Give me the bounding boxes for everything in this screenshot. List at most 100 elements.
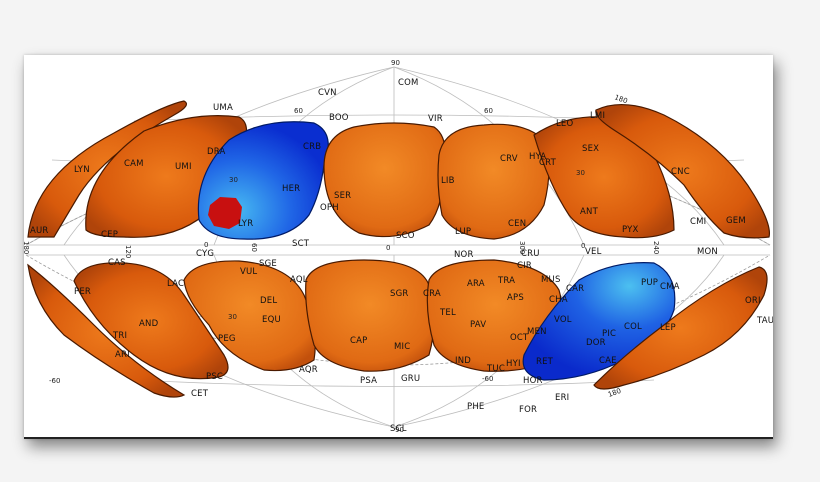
label-crv: CRV <box>500 154 518 164</box>
sky-map-figure: 90 90 60 60 30 30 30 -60 -60 0 120 60 18… <box>24 55 773 439</box>
label-hyi: HYI <box>506 359 521 369</box>
label-umi: UMI <box>175 162 192 172</box>
label-and: AND <box>139 319 159 329</box>
tick-lat30-left: 30 <box>229 176 238 184</box>
tick-lon240: 240 <box>652 241 660 254</box>
south-patches <box>27 259 768 398</box>
label-vir: VIR <box>428 114 443 124</box>
label-vol: VOL <box>554 315 572 325</box>
label-equ: EQU <box>262 315 281 325</box>
label-pav: PAV <box>470 320 486 330</box>
tick-lat30-right: 30 <box>576 169 585 177</box>
label-crt: CRT <box>539 158 557 168</box>
label-cma: CMA <box>660 282 680 292</box>
label-ara: ARA <box>467 279 485 289</box>
label-psc: PSC <box>206 372 223 382</box>
label-lyn: LYN <box>74 165 90 175</box>
label-crb: CRB <box>303 142 321 152</box>
tick-lon0-left: 0 <box>204 241 208 249</box>
tick-labels: 90 90 60 60 30 30 30 -60 -60 0 120 60 18… <box>24 59 660 434</box>
label-sex: SEX <box>582 144 599 154</box>
label-cru: CRU <box>521 249 540 259</box>
tick-lat60-right: 60 <box>484 107 493 115</box>
label-men: MEN <box>527 327 547 337</box>
label-eri: ERI <box>555 393 569 403</box>
north-constellation-labels: UMA CVN COM BOO VIR LYN CAM UMI DRA CRB … <box>30 78 746 249</box>
tick-latm60-left: -60 <box>49 377 60 385</box>
label-cae: CAE <box>599 356 617 366</box>
tick-lon300: 300 <box>518 241 526 254</box>
label-lep: LEP <box>660 323 676 333</box>
label-leo: LEO <box>556 119 574 129</box>
label-cha: CHA <box>549 295 568 305</box>
tick-north-pole: 90 <box>391 59 400 67</box>
label-tra: TRA <box>497 276 515 286</box>
label-phe: PHE <box>467 402 485 412</box>
label-lup: LUP <box>455 227 471 237</box>
label-aur: AUR <box>30 226 49 236</box>
label-sge: SGE <box>259 259 277 269</box>
label-pic: PIC <box>602 329 616 339</box>
tick-lat60-left: 60 <box>294 107 303 115</box>
label-del: DEL <box>260 296 277 306</box>
south-constellation-labels: CAS SGE VUL AQL LAC PER DEL EQU AND TRI … <box>74 258 773 434</box>
label-com: COM <box>398 78 419 88</box>
label-sct-north: SCT <box>292 239 310 249</box>
label-pyx: PYX <box>622 225 639 235</box>
label-cas: CAS <box>108 258 126 268</box>
tick-lon120: 120 <box>124 245 132 258</box>
label-ser: SER <box>334 191 351 201</box>
label-lyr: LYR <box>238 219 253 229</box>
label-cmi: CMI <box>690 217 706 227</box>
label-ind: IND <box>455 356 471 366</box>
label-for: FOR <box>519 405 537 415</box>
label-gem: GEM <box>726 216 746 226</box>
label-pup: PUP <box>641 278 658 288</box>
label-tuc: TUC <box>486 364 505 374</box>
label-ari: ARI <box>115 350 130 360</box>
label-cep: CEP <box>101 230 118 240</box>
label-col: COL <box>624 322 642 332</box>
tick-lon0-center: 0 <box>386 244 390 252</box>
label-hya: HYA <box>529 152 546 162</box>
label-ori: ORI <box>745 296 761 306</box>
label-scl: SCL <box>390 424 407 434</box>
label-lib: LIB <box>441 176 455 186</box>
label-nor: NOR <box>454 250 474 260</box>
label-cra: CRA <box>423 289 441 299</box>
tick-lon180-left: 180 <box>24 241 30 254</box>
label-lmi: LMI <box>590 111 605 121</box>
tick-lon60: 60 <box>250 243 258 252</box>
label-mon: MON <box>697 247 718 257</box>
label-vul: VUL <box>240 267 257 277</box>
label-car: CAR <box>566 284 584 294</box>
sky-map-svg: 90 90 60 60 30 30 30 -60 -60 0 120 60 18… <box>24 59 773 434</box>
label-gru: GRU <box>401 374 420 384</box>
label-mus: MUS <box>541 275 561 285</box>
label-dor: DOR <box>586 338 606 348</box>
label-psa: PSA <box>360 376 377 386</box>
label-boo: BOO <box>329 113 349 123</box>
label-cyg: CYG <box>196 249 214 259</box>
label-her: HER <box>282 184 300 194</box>
label-per: PER <box>74 287 91 297</box>
tick-latm60-right: -60 <box>482 375 493 383</box>
label-cnc: CNC <box>671 167 690 177</box>
label-oct: OCT <box>510 333 529 343</box>
north-patches <box>27 100 771 240</box>
label-hor: HOR <box>523 376 543 386</box>
label-uma: UMA <box>213 103 233 113</box>
label-oph: OPH <box>320 203 339 213</box>
label-cam: CAM <box>124 159 144 169</box>
tick-lat30-south: 30 <box>228 313 237 321</box>
tick-lon180-top: 180 <box>613 93 628 105</box>
label-lac: LAC <box>167 279 184 289</box>
label-aps: APS <box>507 293 524 303</box>
equator-labels: CYG NOR CRU VEL MON <box>196 247 718 260</box>
label-cir: CIR <box>517 261 532 271</box>
label-ant: ANT <box>580 207 599 217</box>
label-tel: TEL <box>439 308 456 318</box>
tick-lon0-right: 0 <box>581 242 585 250</box>
label-cet: CET <box>191 389 209 399</box>
label-cen: CEN <box>508 219 526 229</box>
